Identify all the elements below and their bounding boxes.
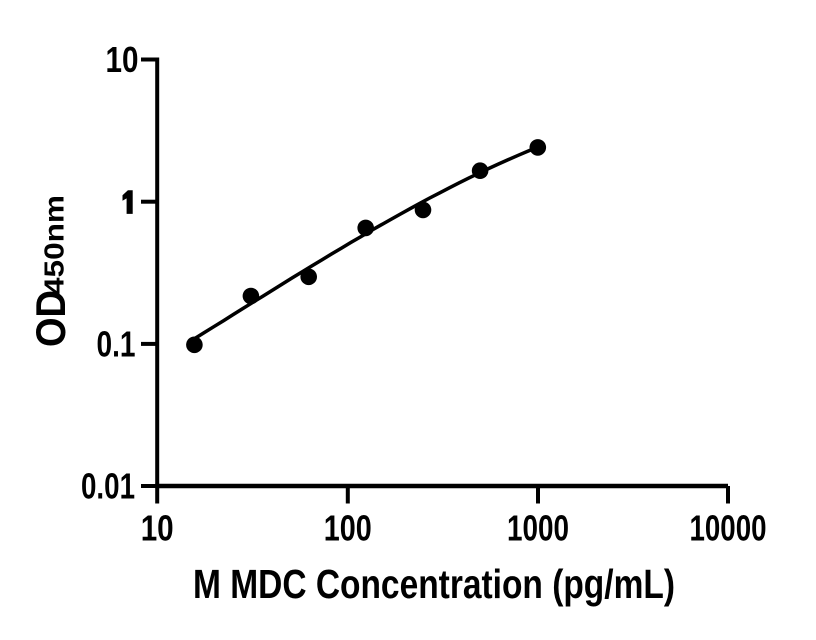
svg-text:100: 100: [324, 508, 372, 549]
svg-text:10: 10: [141, 508, 174, 549]
svg-text:0.01: 0.01: [81, 466, 135, 507]
svg-text:0.1: 0.1: [97, 323, 136, 364]
svg-text:10000: 10000: [690, 508, 767, 549]
svg-text:1000: 1000: [507, 508, 569, 549]
svg-text:10: 10: [106, 39, 139, 80]
svg-text:M MDC Concentration (pg/mL): M MDC Concentration (pg/mL): [193, 561, 675, 607]
svg-text:450nm: 450nm: [39, 195, 70, 295]
svg-text:OD: OD: [27, 290, 74, 347]
